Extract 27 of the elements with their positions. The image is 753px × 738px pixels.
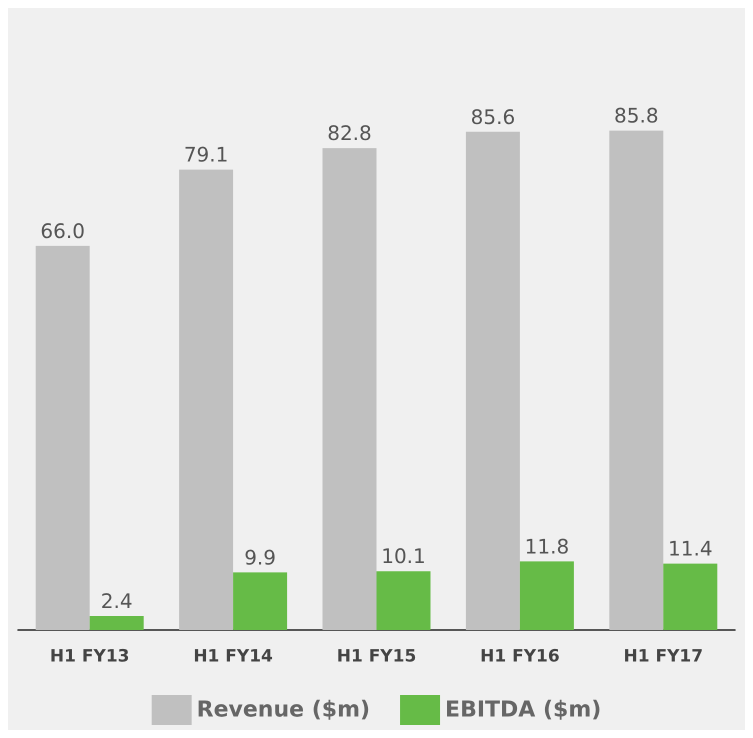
x-tick-label: H1 FY16: [480, 646, 560, 666]
data-label: 85.6: [470, 104, 516, 129]
data-label: 85.8: [614, 104, 659, 128]
bar: [179, 170, 234, 630]
legend-label: EBITDA ($m): [445, 698, 602, 722]
x-tick-label: H1 FY15: [336, 646, 416, 666]
data-label: 11.8: [524, 534, 570, 558]
bar: [322, 148, 376, 630]
data-label: 66.0: [40, 218, 85, 243]
x-tick-label: H1 FY17: [624, 646, 704, 666]
legend-label: Revenue ($m): [196, 698, 370, 722]
bar: [376, 571, 430, 630]
data-label: 11.4: [668, 536, 713, 561]
bar: [520, 561, 574, 630]
data-label: 2.4: [100, 589, 133, 614]
data-label: 82.8: [327, 121, 372, 146]
bar: [466, 132, 520, 630]
bar: [233, 572, 288, 630]
bar: [90, 616, 144, 630]
data-label: 79.1: [184, 142, 228, 167]
x-tick-label: H1 FY14: [193, 646, 274, 666]
data-label: 9.9: [244, 545, 276, 570]
data-label: 10.1: [381, 544, 426, 568]
bar: [663, 564, 718, 630]
bar: [36, 246, 90, 630]
x-tick-label: H1 FY13: [50, 646, 130, 666]
bar: [609, 130, 664, 630]
